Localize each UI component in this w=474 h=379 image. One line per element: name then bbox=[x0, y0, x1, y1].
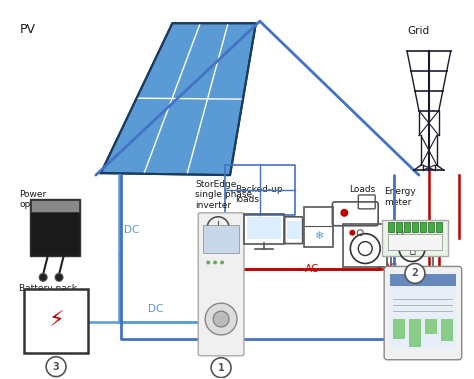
FancyBboxPatch shape bbox=[420, 222, 426, 232]
FancyBboxPatch shape bbox=[388, 222, 394, 232]
Text: ❄: ❄ bbox=[314, 231, 323, 241]
Text: AC: AC bbox=[384, 263, 399, 273]
Circle shape bbox=[205, 303, 237, 335]
FancyBboxPatch shape bbox=[396, 222, 402, 232]
Circle shape bbox=[213, 260, 217, 265]
Text: Loads: Loads bbox=[349, 185, 375, 194]
FancyBboxPatch shape bbox=[393, 319, 405, 339]
Text: 3: 3 bbox=[53, 362, 59, 372]
Circle shape bbox=[220, 260, 224, 265]
FancyBboxPatch shape bbox=[412, 222, 418, 232]
Text: Power
optimizers: Power optimizers bbox=[19, 190, 67, 209]
Text: 🔥: 🔥 bbox=[409, 244, 415, 255]
Circle shape bbox=[55, 273, 63, 281]
FancyBboxPatch shape bbox=[203, 225, 239, 252]
Polygon shape bbox=[101, 23, 256, 175]
FancyBboxPatch shape bbox=[30, 199, 80, 255]
Text: PV: PV bbox=[19, 23, 35, 36]
FancyBboxPatch shape bbox=[390, 274, 456, 349]
Text: Backed-up
loads: Backed-up loads bbox=[235, 185, 283, 204]
FancyBboxPatch shape bbox=[24, 289, 88, 353]
Circle shape bbox=[211, 358, 231, 377]
FancyBboxPatch shape bbox=[388, 234, 442, 249]
Text: Monitoring
platform: Monitoring platform bbox=[387, 235, 436, 255]
FancyBboxPatch shape bbox=[404, 222, 410, 232]
Circle shape bbox=[349, 230, 356, 236]
Text: 2: 2 bbox=[411, 268, 419, 279]
Circle shape bbox=[46, 357, 66, 377]
Circle shape bbox=[213, 311, 229, 327]
Text: DC: DC bbox=[148, 304, 163, 314]
Circle shape bbox=[206, 260, 210, 265]
FancyBboxPatch shape bbox=[441, 319, 453, 341]
FancyBboxPatch shape bbox=[428, 222, 434, 232]
Circle shape bbox=[340, 209, 348, 217]
FancyBboxPatch shape bbox=[425, 319, 437, 334]
Text: ⚡: ⚡ bbox=[48, 311, 64, 331]
FancyBboxPatch shape bbox=[247, 217, 281, 239]
Text: 1: 1 bbox=[218, 363, 225, 373]
Text: Grid: Grid bbox=[408, 26, 430, 36]
Text: DC: DC bbox=[124, 225, 139, 235]
FancyBboxPatch shape bbox=[31, 200, 79, 212]
FancyBboxPatch shape bbox=[382, 220, 448, 255]
Text: StorEdge
single phase
inverter: StorEdge single phase inverter bbox=[195, 180, 252, 210]
FancyBboxPatch shape bbox=[384, 266, 462, 360]
Circle shape bbox=[405, 263, 425, 283]
FancyBboxPatch shape bbox=[287, 221, 301, 239]
FancyBboxPatch shape bbox=[198, 213, 244, 356]
FancyBboxPatch shape bbox=[390, 274, 456, 286]
Text: Energy
meter: Energy meter bbox=[384, 188, 416, 207]
Circle shape bbox=[39, 273, 47, 281]
FancyBboxPatch shape bbox=[436, 222, 442, 232]
Text: Battery pack: Battery pack bbox=[19, 284, 77, 293]
FancyBboxPatch shape bbox=[409, 319, 421, 347]
Text: AC: AC bbox=[305, 265, 319, 274]
